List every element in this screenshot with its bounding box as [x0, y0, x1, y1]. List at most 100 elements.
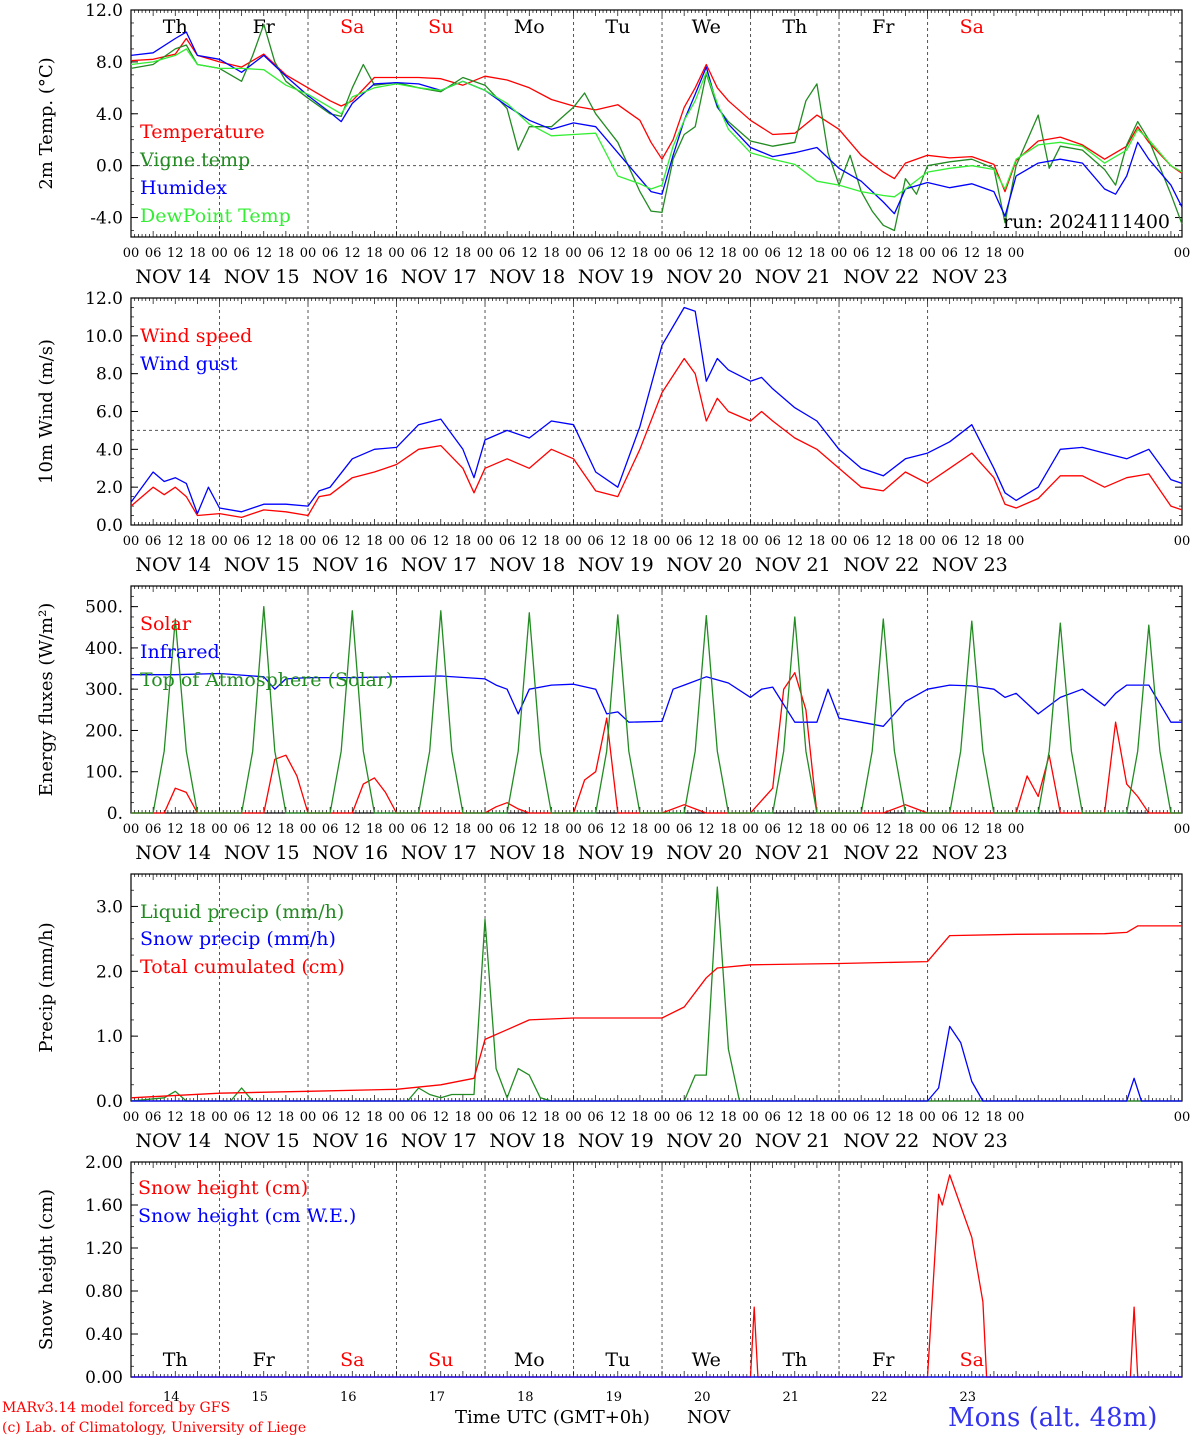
hour-tick-label: 12 — [344, 534, 361, 549]
hour-tick-label: 00 — [1008, 534, 1025, 549]
date-label: NOV 21 — [755, 554, 831, 576]
y-tick-label: 2.0 — [96, 962, 123, 982]
weekday-label: Sa — [340, 16, 364, 38]
date-label: NOV 15 — [224, 266, 300, 288]
plot-frame — [130, 9, 1183, 238]
hour-tick-label: 00 — [1174, 534, 1191, 549]
x-axis-label: Time UTC (GMT+0h) — [455, 1407, 650, 1428]
hour-tick-label: 18 — [543, 246, 560, 261]
y-tick-label: 12.0 — [85, 1, 123, 21]
hour-tick-label: 00 — [123, 1110, 140, 1125]
y-axis-label: Precip (mm/h) — [36, 922, 57, 1052]
y-tick-label: 0.0 — [96, 157, 123, 177]
hour-tick-label: 06 — [764, 1110, 781, 1125]
date-label: NOV 18 — [489, 266, 565, 288]
hour-tick-label: 18 — [455, 534, 472, 549]
hour-tick-label: 12 — [698, 1110, 715, 1125]
hour-tick-label: 12 — [964, 822, 981, 837]
date-label: NOV 16 — [312, 1130, 388, 1152]
hour-tick-label: 18 — [543, 822, 560, 837]
date-label: NOV 23 — [932, 842, 1008, 864]
hour-tick-label: 06 — [322, 1110, 339, 1125]
series-line-wind-gust — [130, 306, 1183, 515]
hour-tick-label: 18 — [543, 534, 560, 549]
hour-tick-label: 06 — [587, 1110, 604, 1125]
panel-4: 0.0 1.0 2.0 3.0 Precip (mm/h) 00 06 12 18 00 06 12 1… — [36, 873, 1191, 1152]
hour-tick-label: 00 — [654, 246, 671, 261]
hour-tick-label: 00 — [654, 822, 671, 837]
y-tick-label: 1.0 — [96, 1027, 123, 1047]
hour-tick-label: 00 — [565, 246, 582, 261]
hour-tick-label: 00 — [477, 534, 494, 549]
date-label: NOV 20 — [666, 1130, 742, 1152]
day-number-label: 23 — [960, 1390, 977, 1405]
hour-tick-label: 06 — [322, 534, 339, 549]
day-number-label: 16 — [340, 1390, 357, 1405]
date-label: NOV 14 — [135, 1130, 211, 1152]
weekday-label: We — [692, 1349, 721, 1371]
hour-tick-label: 18 — [809, 1110, 826, 1125]
weekday-label: Th — [782, 16, 807, 38]
plot-frame — [130, 585, 1183, 814]
hour-tick-label: 06 — [410, 822, 427, 837]
hour-tick-label: 00 — [565, 822, 582, 837]
hour-tick-label: 12 — [167, 1110, 184, 1125]
y-tick-label: 0. — [107, 804, 123, 824]
y-tick-label: 0.80 — [85, 1282, 123, 1302]
hour-tick-label: 12 — [255, 1110, 272, 1125]
plot-frame — [130, 297, 1183, 526]
hour-tick-label: 12 — [167, 534, 184, 549]
date-label: NOV 21 — [755, 1130, 831, 1152]
hour-tick-label: 00 — [388, 534, 405, 549]
hour-tick-label: 06 — [764, 534, 781, 549]
date-label: NOV 17 — [401, 266, 477, 288]
hour-tick-label: 12 — [875, 534, 892, 549]
hour-tick-label: 00 — [211, 822, 228, 837]
hour-tick-label: 06 — [499, 534, 516, 549]
legend-entry: Temperature — [140, 121, 264, 143]
series-line-humidex — [130, 31, 1183, 217]
hour-tick-label: 12 — [610, 1110, 627, 1125]
panel-1: -4.0 0.0 4.0 8.0 12.0 2m Temp. (°C) 00 06 12 18 00… — [36, 1, 1190, 288]
day-number-label: 20 — [694, 1390, 711, 1405]
hour-tick-label: 00 — [1008, 246, 1025, 261]
weekday-label: Fr — [253, 1349, 276, 1371]
date-label: NOV 19 — [578, 1130, 654, 1152]
hour-tick-label: 18 — [809, 246, 826, 261]
lab-credit: (c) Lab. of Climatology, University of L… — [2, 1420, 307, 1436]
hour-tick-label: 00 — [300, 822, 317, 837]
y-tick-label: 300. — [85, 680, 123, 700]
hour-tick-label: 06 — [941, 246, 958, 261]
hour-tick-label: 12 — [344, 246, 361, 261]
hour-tick-label: 00 — [919, 246, 936, 261]
hour-tick-label: 00 — [300, 246, 317, 261]
hour-tick-label: 18 — [366, 534, 383, 549]
hour-tick-label: 00 — [388, 822, 405, 837]
hour-tick-label: 06 — [145, 246, 162, 261]
date-label: NOV 21 — [755, 266, 831, 288]
hour-tick-label: 00 — [742, 246, 759, 261]
hour-tick-label: 12 — [698, 822, 715, 837]
y-tick-label: 4.0 — [96, 105, 123, 125]
weekday-label: Tu — [605, 1349, 630, 1371]
date-label: NOV 18 — [489, 842, 565, 864]
date-label: NOV 17 — [401, 1130, 477, 1152]
hour-tick-label: 00 — [919, 822, 936, 837]
hour-tick-label: 12 — [875, 822, 892, 837]
hour-tick-label: 00 — [1174, 1110, 1191, 1125]
hour-tick-label: 00 — [211, 246, 228, 261]
hour-tick-label: 18 — [986, 1110, 1003, 1125]
date-label: NOV 23 — [932, 554, 1008, 576]
legend-entry: Snow height (cm) — [138, 1177, 308, 1199]
hour-tick-label: 12 — [521, 246, 538, 261]
hour-tick-label: 06 — [233, 534, 250, 549]
legend-entry: Solar — [140, 613, 192, 635]
hour-tick-label: 00 — [388, 246, 405, 261]
date-label: NOV 21 — [755, 842, 831, 864]
weekday-label: Mo — [514, 1349, 545, 1371]
hour-tick-label: 12 — [698, 534, 715, 549]
hour-tick-label: 18 — [189, 246, 206, 261]
series-line-solar — [131, 672, 1182, 814]
date-label: NOV 22 — [843, 554, 919, 576]
hour-tick-label: 00 — [477, 246, 494, 261]
